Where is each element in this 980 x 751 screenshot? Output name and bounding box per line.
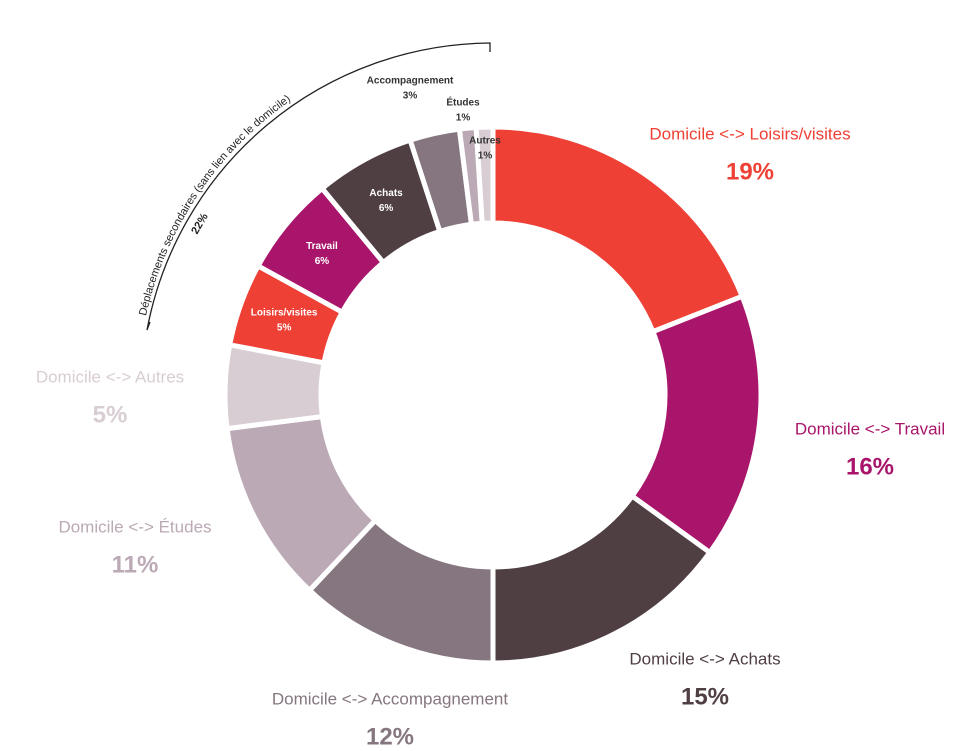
category-label: Domicile <-> Accompagnement xyxy=(272,689,509,708)
category-label: Études xyxy=(446,96,480,109)
category-label: Achats xyxy=(369,188,403,199)
value-label: 5% xyxy=(93,401,128,428)
group-value: 22% xyxy=(189,211,211,236)
category-label: Accompagnement xyxy=(367,76,454,87)
value-label: 5% xyxy=(277,322,292,333)
value-label: 1% xyxy=(456,113,471,124)
category-label: Domicile <-> Autres xyxy=(36,367,184,386)
category-label: Autres xyxy=(469,136,501,147)
category-label: Loisirs/visites xyxy=(251,307,318,318)
donut-segment xyxy=(490,124,746,335)
donut-segment xyxy=(473,124,496,226)
value-label: 3% xyxy=(403,91,418,102)
group-bracket xyxy=(146,42,491,331)
category-label: Domicile <-> Études xyxy=(58,517,211,536)
value-label: 6% xyxy=(315,256,330,267)
value-label: 12% xyxy=(366,723,414,750)
group-value-path: 22% xyxy=(189,211,211,236)
category-label: Domicile <-> Achats xyxy=(629,649,780,668)
value-label: 19% xyxy=(726,158,774,185)
value-label: 15% xyxy=(681,683,729,710)
value-label: 11% xyxy=(112,551,159,578)
category-label: Domicile <-> Travail xyxy=(795,419,945,438)
category-label: Domicile <-> Loisirs/visites xyxy=(649,124,850,143)
value-label: 6% xyxy=(379,203,394,214)
value-label: 1% xyxy=(478,151,493,162)
value-label: 16% xyxy=(846,453,894,480)
category-label: Travail xyxy=(306,241,338,252)
